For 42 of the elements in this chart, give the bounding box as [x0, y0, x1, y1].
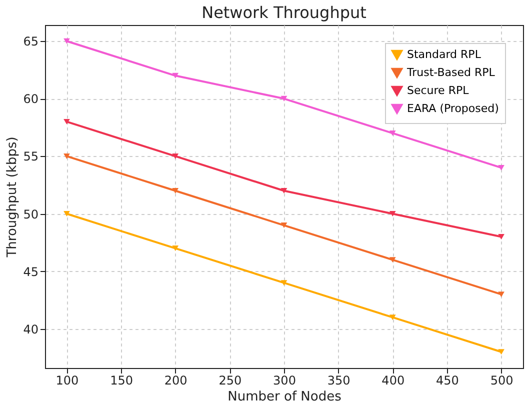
point [172, 72, 179, 78]
y-axis-title: Throughput (kbps) [5, 136, 20, 258]
point [172, 246, 179, 252]
x-tick-label: 250 [218, 374, 242, 388]
point [64, 38, 70, 44]
point [64, 118, 70, 124]
point [498, 164, 504, 170]
legend-label: Standard RPL [407, 48, 482, 61]
point [280, 222, 288, 228]
point [389, 211, 396, 217]
x-tick-label: 100 [56, 374, 79, 388]
y-tick-label: 40 [23, 322, 38, 336]
x-tick-label: 150 [110, 374, 133, 388]
y-tick-label: 50 [23, 207, 38, 222]
point [280, 96, 288, 102]
y-tick-label: 45 [23, 264, 38, 279]
point [498, 349, 504, 355]
y-tick-label: 60 [23, 92, 38, 106]
point [389, 257, 396, 263]
legend-label: Secure RPL [407, 84, 470, 97]
chart-title: Network Throughput [202, 3, 366, 22]
point [498, 234, 504, 240]
x-tick-label: 350 [327, 374, 350, 388]
legend-label: EARA (Proposed) [407, 102, 499, 115]
point [172, 188, 179, 194]
x-tick-label: 200 [164, 374, 188, 388]
x-tick-label: 300 [273, 374, 296, 388]
x-tick-label: 500 [490, 374, 514, 388]
x-tick-label: 450 [436, 374, 459, 388]
point [64, 211, 70, 217]
x-tick-label: 400 [382, 374, 405, 388]
point [389, 314, 396, 320]
legend-label: Trust-Based RPL [406, 66, 496, 79]
point [498, 292, 504, 298]
y-tick-label: 65 [23, 34, 38, 49]
x-axis-title: Number of Nodes [228, 390, 342, 404]
y-tick-label: 55 [23, 150, 38, 164]
point [64, 153, 70, 159]
point [172, 153, 179, 159]
point [280, 188, 288, 194]
point [389, 130, 396, 136]
point [280, 280, 288, 286]
